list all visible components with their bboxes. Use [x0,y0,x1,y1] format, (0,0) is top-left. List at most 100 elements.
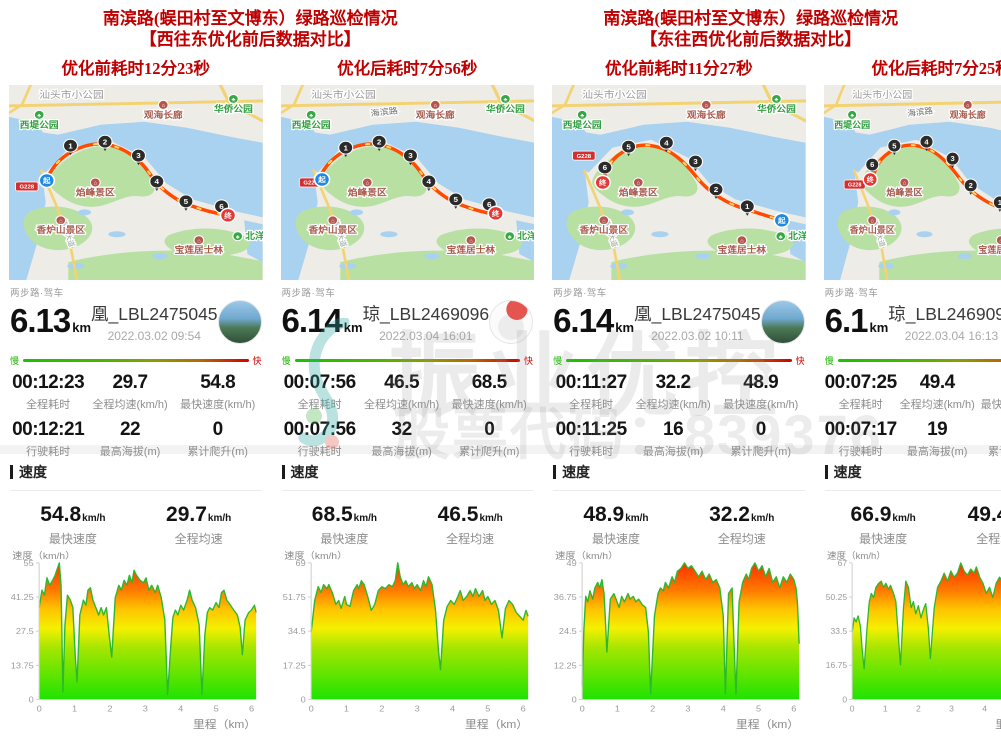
svg-text:4: 4 [449,704,454,714]
svg-text:36.75: 36.75 [554,592,577,602]
ride-stats-grid: 00:07:56 全程耗时 46.5 全程均速(km/h) 68.5 最快速度(… [282,372,534,459]
svg-text:焰峰景区: 焰峰景区 [76,187,115,198]
svg-text:2: 2 [916,703,921,713]
stat-moving-time: 00:07:17 行驶耗时 [824,419,898,458]
svg-text:1: 1 [882,703,887,713]
distance-number: 6.14 [281,302,343,339]
title-accent-bar [824,465,828,479]
svg-text:6: 6 [487,200,492,209]
svg-text:2: 2 [376,138,381,147]
stat-moving-time: 00:12:21 行驶耗时 [12,419,85,458]
svg-text:6: 6 [249,704,254,714]
ride-datetime: 2022.03.02 09:54 [107,329,201,343]
svg-text:汕头市小公园: 汕头市小公园 [852,88,912,101]
svg-text:4: 4 [155,177,160,186]
stat-total-climb: 0 累计爬升(m) [187,419,248,458]
svg-text:里程（km）: 里程（km） [464,719,527,731]
ride-datetime: 2022.03.02 10:11 [651,329,744,343]
svg-text:0: 0 [29,695,34,705]
svg-text:3: 3 [143,704,148,714]
route-map-image: 汕头市小公园潮广大道⌂观海长廊♣华侨公园♣西堤公园⌂焰峰景区⌂香炉山景区⌂宝莲居… [9,85,263,280]
section-divider [271,445,544,454]
speed-chart-plot: 0 12.25 24.5 36.75 49 0 1 2 3 4 5 6 速度（km/h） 里程（km） [554,551,800,731]
app-mode-label: 两步路·驾车 [281,288,336,299]
svg-text:宝莲居士林: 宝莲居士林 [175,245,224,256]
ride-column: 优化前耗时11分27秒 汕头市小公园 潮广大道 ⌂ 观海长廊 ♣ 华侨公园 ♣ 西堤公园 ⌂ 焰峰… [543,56,815,739]
svg-text:3: 3 [408,152,413,161]
distance-number: 6.1 [824,302,869,339]
svg-text:汕头市小公园: 汕头市小公园 [582,88,647,100]
svg-text:汕头市小公园: 汕头市小公园 [39,88,104,100]
svg-text:西堤公园: 西堤公园 [20,119,59,130]
stat-total-time: 00:07:56 全程耗时 [283,372,357,411]
hairline-divider [824,490,1001,491]
ride-column: 优化前耗时12分23秒 汕头市小公园 潮广大道 ⌂ 观海长廊 ♣ 华侨公园 ♣ 西堤公园 ⌂ 焰峰… [0,56,272,739]
svg-text:4: 4 [664,139,669,148]
fast-label: 快 [252,356,262,366]
svg-text:1: 1 [343,144,348,153]
stat-avg-speed: 29.7 全程均速(km/h) [92,372,168,411]
stat-max-altitude: 19 最高海拔(m) [906,419,968,458]
svg-text:里程（km）: 里程（km） [193,719,256,731]
header-east-to-west: 南滨路(蜈田村至文博东）绿路巡检情况 【东往西优化前后数据对比】 [501,0,1001,56]
slow-label: 慢 [553,356,563,366]
svg-text:华侨公园: 华侨公园 [214,103,253,114]
svg-text:⌂: ⌂ [602,219,606,225]
title-accent-bar [281,465,285,479]
route-map: 汕头市小公园 潮广大道 ⌂ 观海长廊 ♣ 华侨公园 ♣ 西堤公园 ⌂ 焰峰景区 ⌂ 香炉山景区 ⌂ 宝莲居… [9,85,263,280]
svg-text:⌂: ⌂ [999,238,1001,244]
svg-text:0: 0 [842,694,847,704]
svg-text:5: 5 [892,141,896,150]
svg-text:焰峰景区: 焰峰景区 [347,187,386,198]
svg-text:观海长廊: 观海长廊 [949,109,985,120]
svg-text:G228: G228 [848,183,861,189]
svg-text:⌂: ⌂ [966,103,969,109]
svg-text:速度（km/h）: 速度（km/h） [827,551,886,562]
distance-unit: km [72,320,92,335]
stat-max-altitude: 32 最高海拔(m) [371,419,432,458]
title-accent-bar [553,465,557,479]
speed-range-bar: 慢 快 [10,354,262,367]
stat-total-time: 00:11:27 全程耗时 [555,372,628,411]
svg-text:4: 4 [982,703,987,713]
slow-label: 慢 [10,356,20,366]
stat-total-climb: 0 累计爬升(m) [730,419,792,458]
svg-text:速度（km/h）: 速度（km/h） [555,551,618,562]
stat-max-altitude: 22 最高海拔(m) [99,419,161,458]
svg-text:起: 起 [317,175,326,184]
svg-text:2: 2 [103,138,108,147]
svg-text:3: 3 [414,704,419,714]
stat-max-altitude: 16 最高海拔(m) [642,419,704,458]
speed-gradient-bar [294,359,521,362]
svg-text:终: 终 [599,178,607,187]
svg-text:3: 3 [685,704,690,714]
svg-text:⌂: ⌂ [637,181,641,187]
svg-text:1: 1 [997,198,1001,207]
svg-text:香炉山景区: 香炉山景区 [36,225,86,236]
svg-text:49: 49 [567,558,577,568]
app-mode-label: 两步路·驾车 [553,288,607,299]
distance-number: 6.13 [10,302,71,339]
svg-text:宝莲居士林: 宝莲居士林 [446,245,495,256]
stat-max-speed: 54.8 最快速度(km/h) [180,372,256,411]
svg-text:2: 2 [379,704,384,714]
stat-avg-speed: 32.2 全程均速(km/h) [635,372,711,411]
svg-text:67: 67 [837,558,847,568]
svg-text:宝莲居士林: 宝莲居士林 [718,245,767,256]
speed-big-stats: 54.8km/h 最快速度 29.7km/h 全程均速 [10,503,262,547]
svg-text:16.75: 16.75 [825,660,847,670]
svg-text:G228: G228 [577,154,591,160]
stat-max-speed: 68.5 最快速度(km/h) [451,372,527,411]
report-title: 南滨路(蜈田村至文博东）绿路巡检情况 [102,9,398,28]
distance-unit: km [343,320,363,335]
column-caption: 优化前耗时12分23秒 [61,59,211,78]
speed-big-stats: 48.9km/h 最快速度 32.2km/h 全程均速 [553,503,805,547]
svg-text:6: 6 [219,202,224,211]
svg-text:0: 0 [580,704,585,714]
avatar [217,300,262,344]
section-divider [814,445,1001,454]
ride-stats-grid: 00:11:27 全程耗时 32.2 全程均速(km/h) 48.9 最快速度(… [553,372,805,459]
svg-text:4: 4 [178,704,183,714]
stat-max-speed: 48.9 最快速度(km/h) [723,372,799,411]
